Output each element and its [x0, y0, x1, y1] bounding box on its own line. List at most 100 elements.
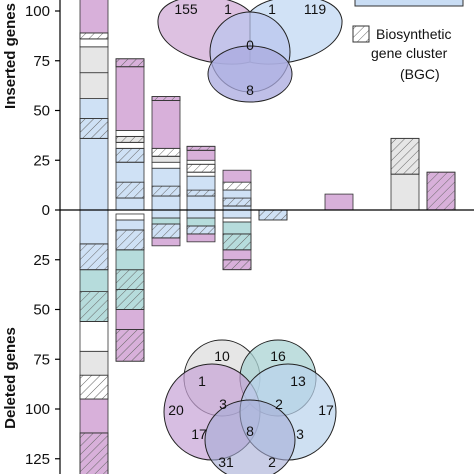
venn-bottom-label: 16	[270, 348, 286, 364]
bar-segment-hatch	[115, 229, 145, 251]
bar-segment	[79, 350, 109, 376]
y-tick-label: 100	[25, 3, 50, 20]
venn-bottom-label: 17	[191, 426, 207, 442]
legend-color-box	[354, 0, 464, 7]
bar-segment-hatch	[258, 209, 288, 221]
bar-segment	[390, 173, 420, 211]
bar-segment-hatch	[79, 32, 109, 40]
bar-segment	[151, 237, 181, 247]
venn-bottom-label: 3	[219, 396, 227, 412]
bar-segment	[115, 129, 145, 137]
bar-stack	[258, 209, 288, 221]
bar-segment-hatch	[115, 269, 145, 291]
bar-segment	[79, 321, 109, 352]
bar-segment	[222, 169, 252, 183]
bar-stack	[390, 137, 420, 211]
y-tick-label: 125	[25, 451, 50, 468]
bar-segment	[79, 72, 109, 99]
venn-bottom-label: 3	[296, 426, 304, 442]
bar-segment-hatch	[115, 58, 145, 68]
venn-bottom-center	[204, 399, 296, 474]
bar-segment-hatch	[390, 137, 420, 175]
bar-segment-hatch	[222, 233, 252, 251]
bar-segment	[186, 149, 216, 161]
venn-top-label: 119	[304, 1, 327, 17]
venn-bottom-label: 17	[318, 402, 334, 418]
legend-label: Biosynthetic	[376, 26, 451, 42]
bar-segment-hatch	[151, 223, 181, 239]
bar-segment-hatch	[115, 135, 145, 143]
legend-label: (BGC)	[400, 66, 440, 82]
y-tick-label: 50	[33, 302, 50, 319]
legend: Biosynthetic gene cluster (BGC)	[352, 0, 464, 82]
venn-bottom-label: 8	[246, 423, 254, 439]
bar-stack	[186, 145, 216, 243]
bar-segment-hatch	[222, 259, 252, 271]
venn-bottom-label: 31	[218, 454, 234, 470]
venn-top: 155 1 1 119 0 8	[157, 0, 343, 103]
venn-top-label: 0	[246, 37, 254, 53]
bar-segment	[151, 209, 181, 219]
bar-segment-hatch	[426, 171, 456, 211]
y-tick-label: 0	[42, 202, 50, 219]
bar-segment-hatch	[186, 225, 216, 235]
bar-segment	[151, 155, 181, 163]
bar-segment	[79, 269, 109, 292]
bar-segment	[79, 46, 109, 74]
bar-segment-hatch	[115, 289, 145, 310]
bar-segment	[79, 0, 109, 34]
venn-top-label: 1	[268, 1, 276, 17]
bar-segment-hatch	[115, 328, 145, 362]
bar-segment	[115, 309, 145, 330]
y-tick-label: 75	[33, 351, 50, 368]
bar-segment	[222, 209, 252, 219]
bar-segment	[79, 98, 109, 119]
bar-segment-hatch	[186, 163, 216, 173]
venn-bottom-label: 20	[168, 402, 184, 418]
bar-segment	[186, 233, 216, 243]
bar-segment	[79, 209, 109, 245]
legend-hatch-swatch	[352, 25, 370, 43]
bar-segment-hatch	[222, 197, 252, 207]
y-tick-label: 100	[25, 401, 50, 418]
bar-stack	[115, 58, 145, 362]
bar-segment-hatch	[151, 185, 181, 197]
legend-label: gene cluster	[371, 45, 448, 61]
bar-segment	[151, 100, 181, 149]
bar-segment	[222, 189, 252, 199]
bar-stack	[324, 193, 354, 211]
bar-segment-hatch	[186, 145, 216, 151]
bar-segment	[115, 66, 145, 131]
bar-segment	[79, 38, 109, 48]
y-axis-label-inserted: Inserted genes	[2, 3, 19, 109]
bar-segment	[79, 398, 109, 434]
venn-top-label: 1	[224, 1, 232, 17]
bar-segment	[115, 161, 145, 183]
bar-segment-hatch	[115, 147, 145, 163]
bar-segment	[222, 249, 252, 261]
bar-stack	[151, 96, 181, 247]
bar-stack	[79, 0, 109, 474]
venn-bottom-label: 13	[290, 373, 306, 389]
bar-segment-hatch	[186, 189, 216, 197]
bar-segment	[222, 217, 252, 223]
bar-segment-hatch	[79, 291, 109, 322]
bar-segment	[115, 141, 145, 149]
venn-top-label: 8	[246, 82, 254, 98]
y-axis: 100 75 50 25 0 25 50 75 100 125	[25, 3, 60, 468]
bar-segment	[115, 197, 145, 211]
bar-segment	[222, 221, 252, 235]
venn-bottom-label: 10	[214, 348, 230, 364]
bar-segment	[151, 217, 181, 225]
bar-segment	[186, 209, 216, 219]
bar-stack	[426, 171, 456, 211]
bar-segment-hatch	[222, 181, 252, 191]
bar-segment	[115, 249, 145, 271]
bar-segment	[115, 213, 145, 221]
venn-bottom: 10 16 1 13 20 3 2 17 17 8 3 31 2	[163, 339, 337, 474]
venn-top-label: 155	[174, 1, 198, 17]
bar-segment-hatch	[79, 374, 109, 400]
bar-segment	[115, 219, 145, 231]
bar-segment	[79, 137, 109, 211]
